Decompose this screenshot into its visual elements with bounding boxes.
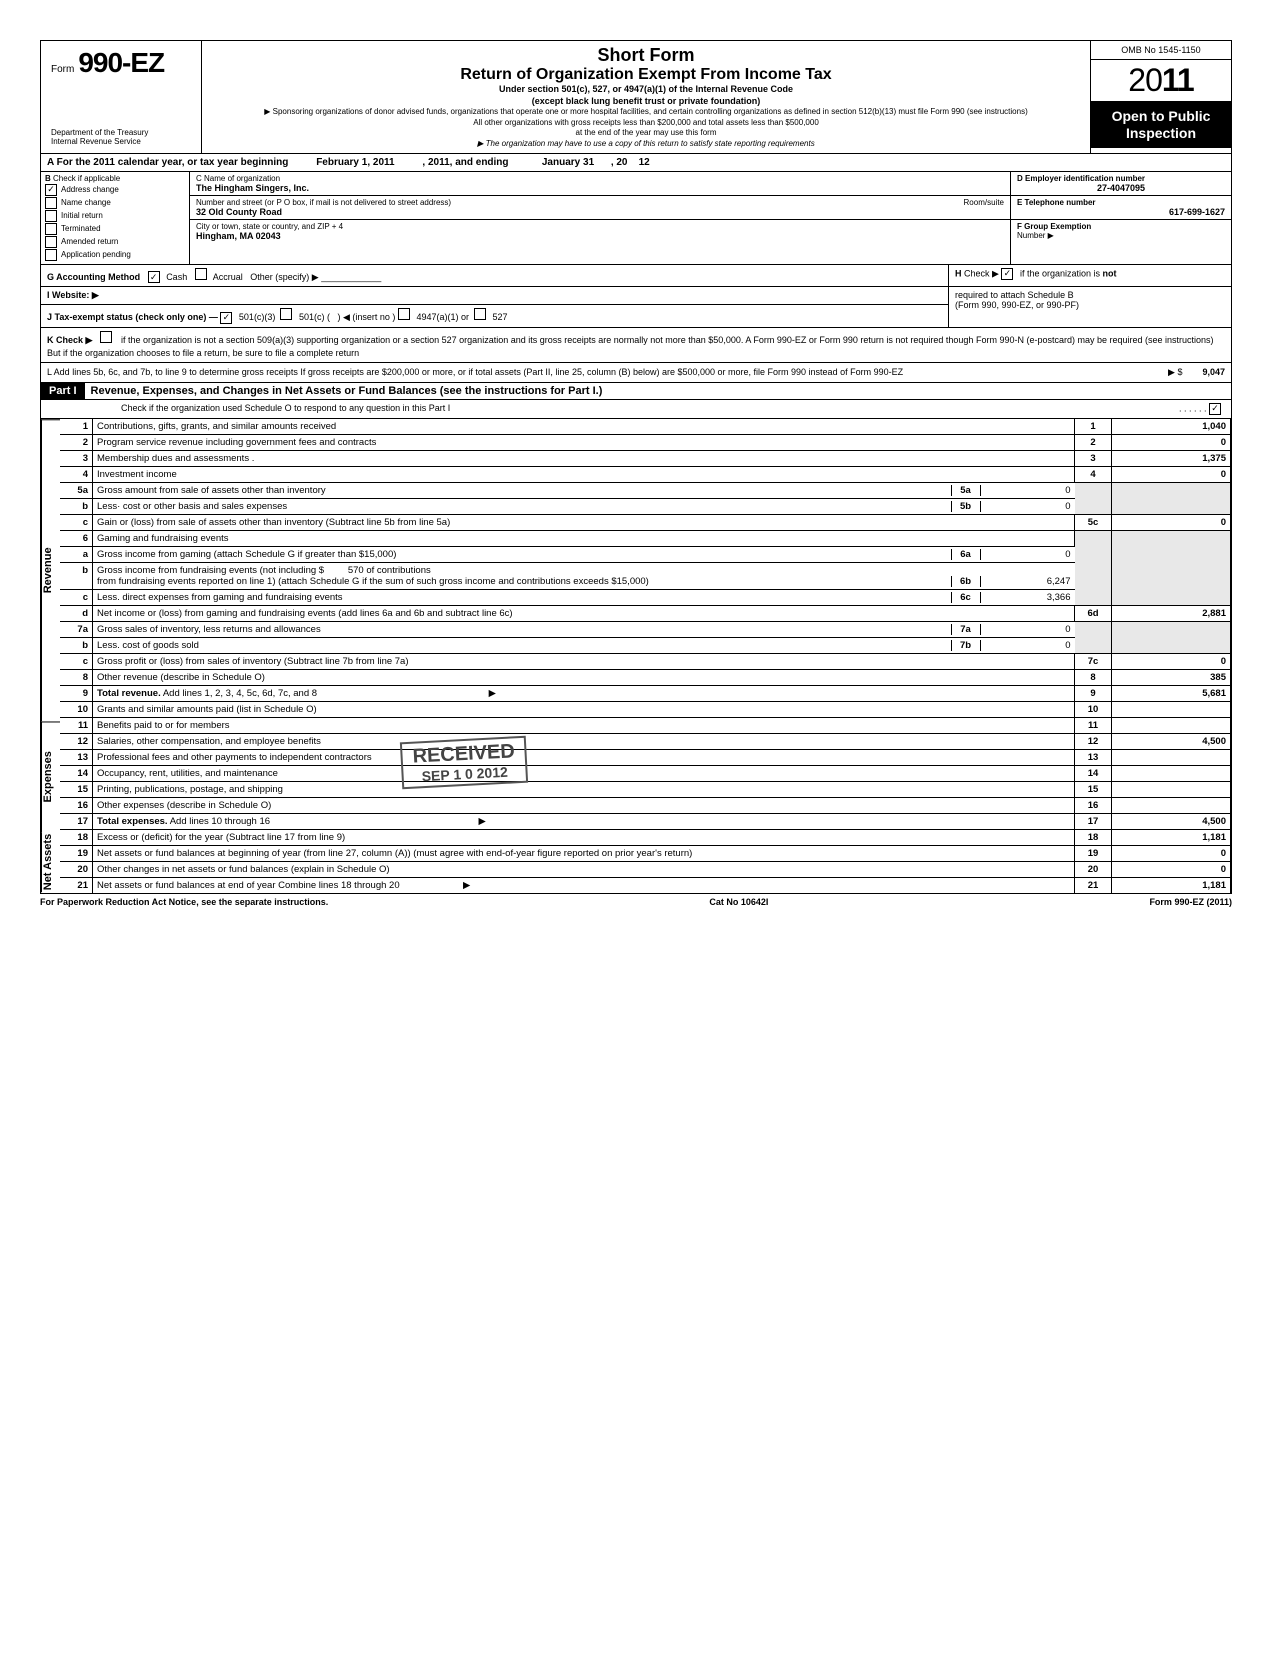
note3: at the end of the year may use this form xyxy=(210,128,1082,138)
checkbox-cash[interactable]: ✓ xyxy=(148,271,160,283)
tax-year: 2011 xyxy=(1091,60,1231,102)
form-number-box: Form 990-EZ Department of the Treasury I… xyxy=(41,41,202,153)
note4: ▶ The organization may have to use a cop… xyxy=(210,139,1082,149)
form-990ez: Form 990-EZ Department of the Treasury I… xyxy=(40,40,1232,894)
checkbox-sched-o[interactable]: ✓ xyxy=(1209,403,1221,415)
lines-container: Revenue Expenses Net Assets 1Contributio… xyxy=(41,419,1231,893)
title-box: Short Form Return of Organization Exempt… xyxy=(202,41,1091,153)
return-title: Return of Organization Exempt From Incom… xyxy=(210,66,1082,84)
revenue-label: Revenue xyxy=(41,419,60,721)
part1-check: Check if the organization used Schedule … xyxy=(41,400,1231,419)
checkbox-amended[interactable] xyxy=(45,236,57,248)
year-box: OMB No 1545-1150 2011 Open to Public Ins… xyxy=(1091,41,1231,153)
lines-table: 1Contributions, gifts, grants, and simil… xyxy=(60,419,1231,893)
part1-header: Part I Revenue, Expenses, and Changes in… xyxy=(41,383,1231,400)
subtitle1: Under section 501(c), 527, or 4947(a)(1)… xyxy=(210,84,1082,96)
gross-receipts: 9,047 xyxy=(1202,367,1225,377)
checkbox-address-change[interactable]: ✓ xyxy=(45,184,57,196)
dept-treasury: Department of the Treasury xyxy=(51,128,191,138)
section-k: K Check ▶ if the organization is not a s… xyxy=(41,328,1231,363)
footer: For Paperwork Reduction Act Notice, see … xyxy=(40,894,1232,910)
section-ij: I Website: ▶ J Tax-exempt status (check … xyxy=(41,287,1231,328)
note1: ▶ Sponsoring organizations of donor advi… xyxy=(210,107,1082,117)
checkbox-501c3[interactable]: ✓ xyxy=(220,312,232,324)
dept-irs: Internal Revenue Service xyxy=(51,137,191,147)
section-a: A For the 2011 calendar year, or tax yea… xyxy=(41,154,1231,172)
checkbox-501c[interactable] xyxy=(280,308,292,320)
org-city: Hingham, MA 02043 xyxy=(196,231,1004,241)
checkbox-pending[interactable] xyxy=(45,249,57,261)
header: Form 990-EZ Department of the Treasury I… xyxy=(41,41,1231,154)
phone: 617-699-1627 xyxy=(1017,207,1225,217)
netassets-label: Net Assets xyxy=(41,832,60,892)
checkbox-k[interactable] xyxy=(100,331,112,343)
section-gh: G Accounting Method ✓ Cash Accrual Other… xyxy=(41,265,1231,288)
section-b: B Check if applicable ✓Address change Na… xyxy=(41,172,190,264)
checkbox-527[interactable] xyxy=(474,308,486,320)
form-label: Form xyxy=(51,64,74,75)
omb-number: OMB No 1545-1150 xyxy=(1091,41,1231,60)
website: I Website: ▶ xyxy=(47,290,99,300)
section-h: H Check ▶ ✓ if the organization is not xyxy=(948,265,1231,287)
checkbox-initial-return[interactable] xyxy=(45,210,57,222)
form-number: 990-EZ xyxy=(78,47,164,79)
subtitle2: (except black lung benefit trust or priv… xyxy=(210,96,1082,108)
section-l: L Add lines 5b, 6c, and 7b, to line 9 to… xyxy=(41,363,1231,383)
checkbox-accrual[interactable] xyxy=(195,268,207,280)
ein: 27-4047095 xyxy=(1017,183,1225,193)
open-to-public: Open to Public Inspection xyxy=(1091,102,1231,148)
org-street: 32 Old County Road xyxy=(196,207,1004,217)
checkbox-name-change[interactable] xyxy=(45,197,57,209)
checkbox-sched-b[interactable]: ✓ xyxy=(1001,268,1013,280)
note2: All other organizations with gross recei… xyxy=(210,118,1082,128)
org-name: The Hingham Singers, Inc. xyxy=(196,183,1004,193)
info-grid: B Check if applicable ✓Address change Na… xyxy=(41,172,1231,265)
checkbox-terminated[interactable] xyxy=(45,223,57,235)
section-c: C Name of organization The Hingham Singe… xyxy=(190,172,1010,264)
right-info: D Employer identification number 27-4047… xyxy=(1010,172,1231,264)
expenses-label: Expenses xyxy=(41,721,60,832)
checkbox-4947[interactable] xyxy=(398,308,410,320)
short-form-title: Short Form xyxy=(210,45,1082,66)
